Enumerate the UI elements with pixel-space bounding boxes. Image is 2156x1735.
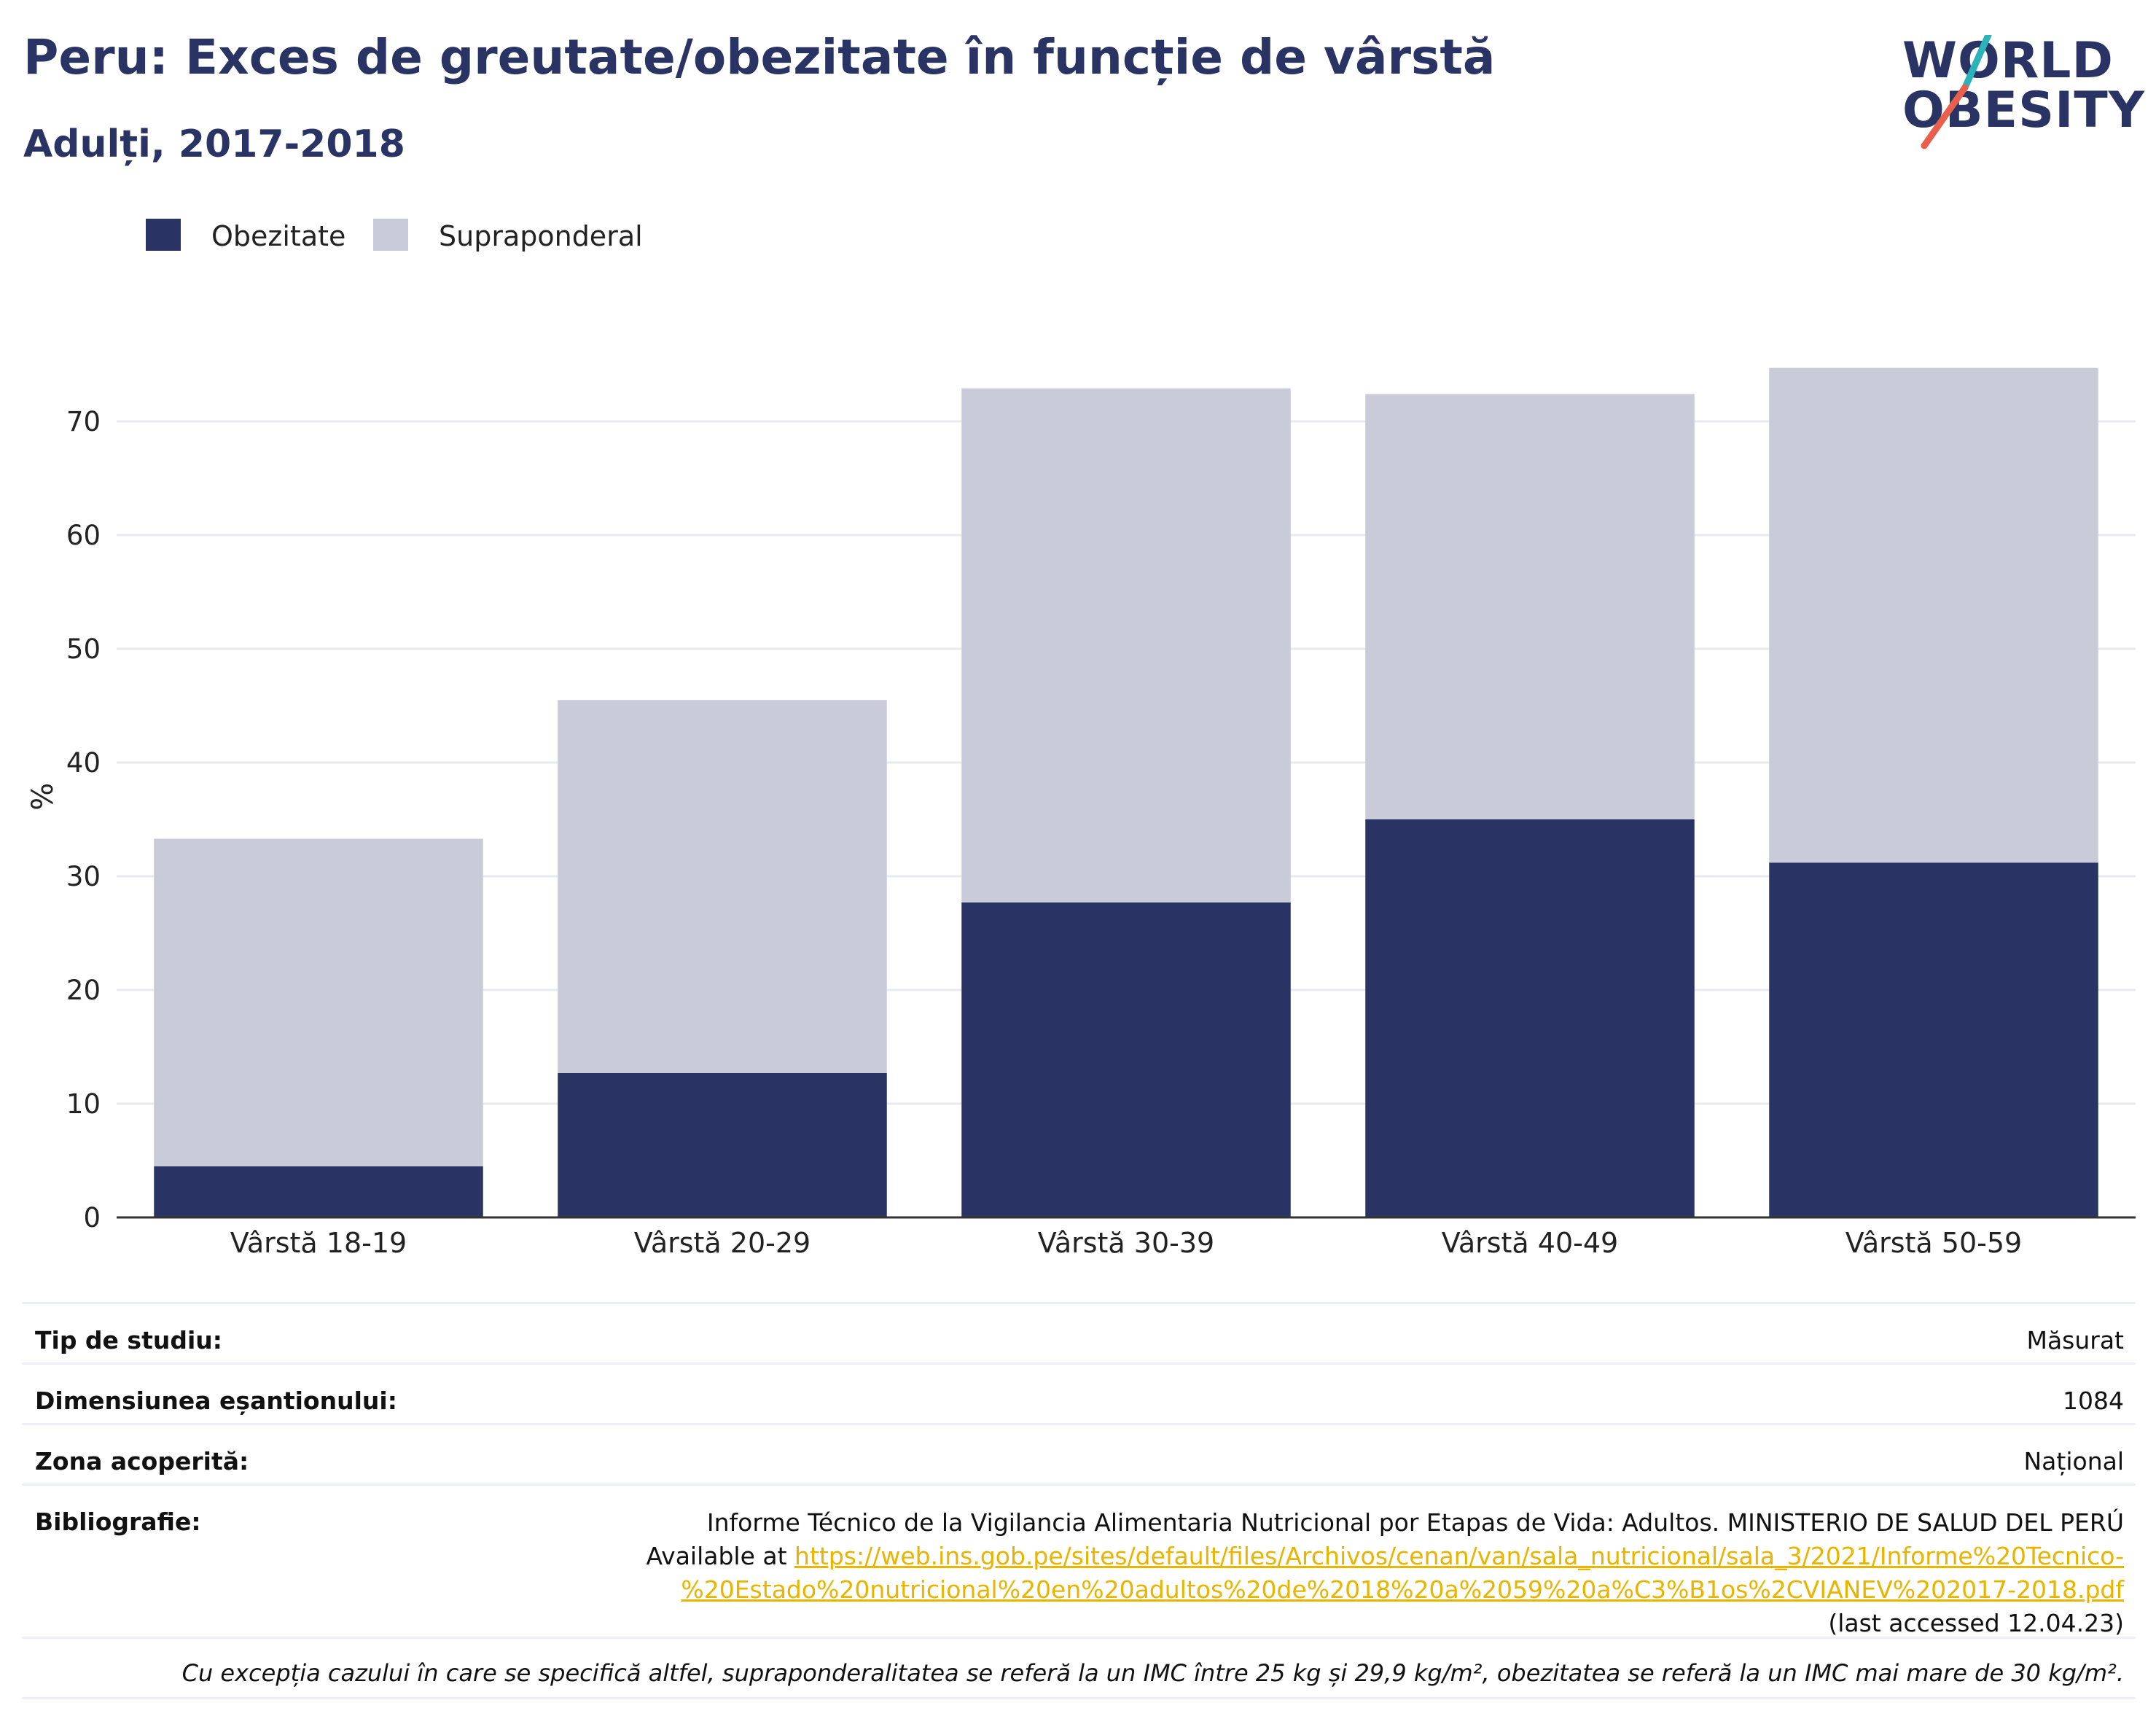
coverage-label: Zona acoperită: [35, 1447, 249, 1475]
logo-slash-icon [1921, 35, 1992, 149]
y-tick-label: 40 [66, 747, 101, 779]
y-tick-label: 0 [83, 1202, 101, 1233]
study-type-row: Tip de studiu: Măsurat [22, 1302, 2136, 1365]
y-tick-label: 10 [66, 1088, 101, 1120]
coverage-row: Zona acoperită: Național [22, 1423, 2136, 1486]
footnote-row: Cu excepția cazului în care se specifică… [22, 1637, 2136, 1699]
bar-overweight [1769, 367, 2098, 863]
study-type-value: Măsurat [2026, 1326, 2124, 1354]
y-tick-label: 60 [66, 520, 101, 551]
world-obesity-logo: WORLD OBESITY [1902, 32, 2144, 159]
bar-obesity [961, 902, 1291, 1217]
logo-text-world: WORLD [1902, 32, 2114, 90]
sample-size-row: Dimensiunea eșantionului: 1084 [22, 1362, 2136, 1425]
legend-label-overweight: Supraponderal [439, 220, 643, 252]
sample-size-value: 1084 [2063, 1387, 2124, 1415]
table-bottom-divider [22, 1697, 2136, 1699]
x-tick-label: Vârstă 40-49 [1442, 1227, 1618, 1259]
chart-subtitle: Adulți, 2017-2018 [23, 122, 405, 166]
y-axis-label: % [26, 783, 60, 811]
chart-title: Peru: Exces de greutate/obezitate în fun… [23, 29, 1496, 85]
x-tick-label: Vârstă 20-29 [634, 1227, 811, 1259]
stacked-bar-chart: 0 10 20 30 40 50 60 70% Vârstă 18-19 Vârstă 20-29… [26, 367, 2136, 1259]
bibliography-text-after: (last accessed 12.04.23) [1828, 1609, 2124, 1637]
logo-text-obesity: OBESITY [1902, 82, 2145, 139]
y-tick-label: 50 [66, 633, 101, 665]
bar-obesity [558, 1072, 887, 1217]
bar-obesity [1365, 819, 1695, 1217]
bar-obesity [1769, 862, 2098, 1217]
y-tick-label: 30 [66, 861, 101, 892]
sample-size-label: Dimensiunea eșantionului: [35, 1387, 397, 1415]
bar-obesity [154, 1166, 483, 1217]
y-tick-label: 70 [66, 406, 101, 437]
legend-label-obesity: Obezitate [211, 220, 346, 252]
bar-overweight [961, 388, 1291, 902]
bibliography-row: Bibliografie: Informe Técnico de la Vigi… [22, 1483, 2136, 1639]
study-type-label: Tip de studiu: [35, 1326, 222, 1354]
coverage-value: Național [2023, 1447, 2124, 1475]
definition-footnote: Cu excepția cazului în care se specifică… [181, 1659, 2124, 1687]
legend-swatch-obesity [146, 219, 181, 251]
y-tick-label: 20 [66, 975, 101, 1006]
bibliography-text: Informe Técnico de la Vigilancia Aliment… [630, 1506, 2124, 1640]
bibliography-text-before: Informe Técnico de la Vigilancia Aliment… [646, 1508, 2124, 1570]
x-tick-label: Vârstă 50-59 [1846, 1227, 2022, 1259]
bar-overweight [1365, 394, 1695, 819]
bar-overweight [558, 700, 887, 1073]
legend-swatch-overweight [373, 219, 408, 251]
bibliography-label: Bibliografie: [35, 1508, 201, 1536]
x-tick-label: Vârstă 30-39 [1038, 1227, 1214, 1259]
bibliography-link[interactable]: https://web.ins.gob.pe/sites/default/fil… [681, 1542, 2124, 1604]
x-tick-label: Vârstă 18-19 [230, 1227, 407, 1259]
bar-overweight [154, 838, 483, 1166]
